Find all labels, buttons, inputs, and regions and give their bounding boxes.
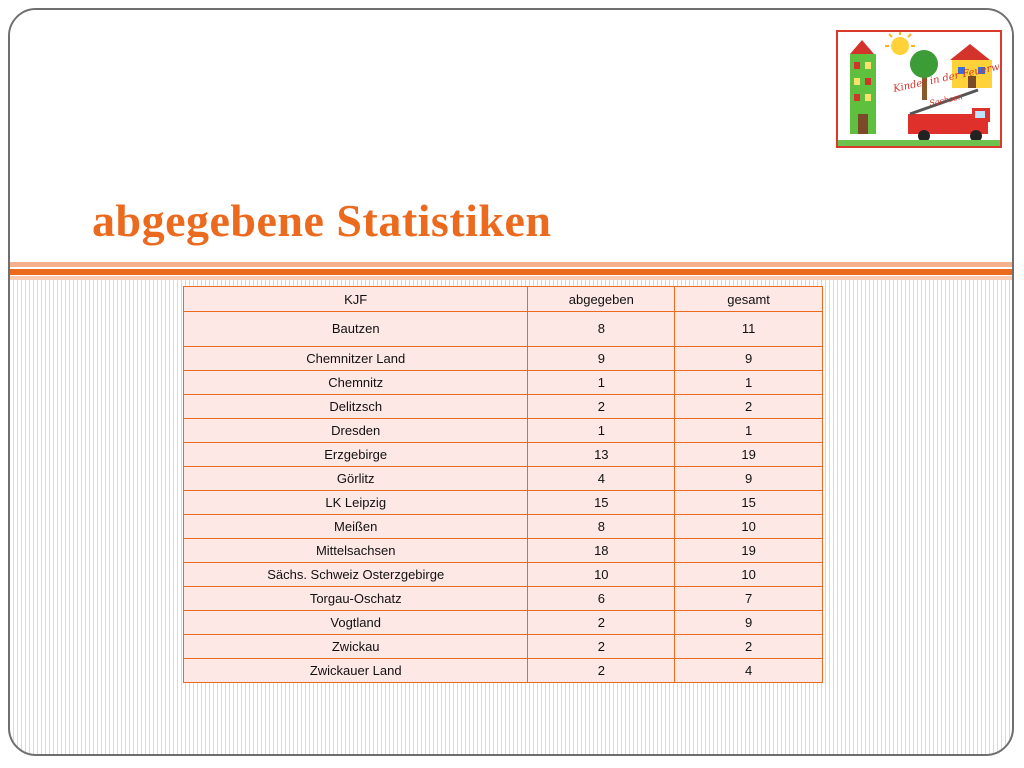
- cell-gesamt: 10: [674, 562, 823, 587]
- cell-gesamt: 2: [674, 634, 823, 659]
- cell-kjf: Zwickau: [182, 634, 529, 659]
- cell-kjf: Chemnitz: [182, 370, 529, 395]
- cell-abgegeben: 8: [527, 311, 676, 347]
- cell-gesamt: 9: [674, 466, 823, 491]
- table-row: Zwickauer Land 2 4: [182, 658, 823, 683]
- table-row: LK Leipzig 15 15: [182, 490, 823, 515]
- cell-kjf: Vogtland: [182, 610, 529, 635]
- table-row: Dresden 1 1: [182, 418, 823, 443]
- cell-abgegeben: 13: [527, 442, 676, 467]
- cell-kjf: Bautzen: [182, 311, 529, 347]
- cell-kjf: Zwickauer Land: [182, 658, 529, 683]
- table-row: Erzgebirge 13 19: [182, 442, 823, 467]
- cell-gesamt: 19: [674, 442, 823, 467]
- cell-abgegeben: 2: [527, 394, 676, 419]
- cell-gesamt: 1: [674, 370, 823, 395]
- cell-abgegeben: 10: [527, 562, 676, 587]
- cell-kjf: Erzgebirge: [182, 442, 529, 467]
- cell-kjf: Torgau-Oschatz: [182, 586, 529, 611]
- table-row: Bautzen 8 11: [182, 311, 823, 347]
- cell-gesamt: 9: [674, 610, 823, 635]
- cell-gesamt: 2: [674, 394, 823, 419]
- header-abgegeben: abgegeben: [527, 286, 676, 312]
- cell-abgegeben: 2: [527, 610, 676, 635]
- cell-abgegeben: 1: [527, 370, 676, 395]
- table-row: Vogtland 2 9: [182, 610, 823, 635]
- cell-abgegeben: 6: [527, 586, 676, 611]
- header-gesamt: gesamt: [674, 286, 823, 312]
- table-row: Sächs. Schweiz Osterzgebirge 10 10: [182, 562, 823, 587]
- cell-gesamt: 1: [674, 418, 823, 443]
- cell-gesamt: 11: [674, 311, 823, 347]
- table-row: Chemnitz 1 1: [182, 370, 823, 395]
- slide-title: abgegebene Statistiken: [92, 195, 552, 246]
- table-row: Zwickau 2 2: [182, 634, 823, 659]
- cell-abgegeben: 1: [527, 418, 676, 443]
- logo-subtext: Sachsen: [929, 92, 964, 108]
- statistics-table: KJF abgegeben gesamt Bautzen 8 11 Chemni…: [182, 286, 823, 683]
- cell-abgegeben: 2: [527, 634, 676, 659]
- cell-gesamt: 9: [674, 346, 823, 371]
- table-header-row: KJF abgegeben gesamt: [182, 286, 823, 312]
- kinder-feuerwehr-logo: Kinder in der Feuerwehr Sachsen: [836, 30, 1002, 148]
- table-row: Meißen 8 10: [182, 514, 823, 539]
- cell-abgegeben: 2: [527, 658, 676, 683]
- cell-abgegeben: 9: [527, 346, 676, 371]
- table-row: Delitzsch 2 2: [182, 394, 823, 419]
- cell-gesamt: 7: [674, 586, 823, 611]
- sun-icon: [891, 37, 909, 55]
- cell-abgegeben: 4: [527, 466, 676, 491]
- table-row: Mittelsachsen 18 19: [182, 538, 823, 563]
- cell-gesamt: 15: [674, 490, 823, 515]
- cell-kjf: Sächs. Schweiz Osterzgebirge: [182, 562, 529, 587]
- yellow-house-icon: [950, 44, 992, 88]
- cell-abgegeben: 18: [527, 538, 676, 563]
- cell-kjf: Dresden: [182, 418, 529, 443]
- table-row: Chemnitzer Land 9 9: [182, 346, 823, 371]
- cell-kjf: Delitzsch: [182, 394, 529, 419]
- logo-drawing-icon: Kinder in der Feuerwehr Sachsen: [838, 32, 1000, 146]
- cell-abgegeben: 8: [527, 514, 676, 539]
- cell-kjf: LK Leipzig: [182, 490, 529, 515]
- tree-icon: [910, 50, 938, 100]
- title-divider-band: [10, 262, 1012, 280]
- cell-kjf: Mittelsachsen: [182, 538, 529, 563]
- cell-gesamt: 10: [674, 514, 823, 539]
- table-row: Görlitz 4 9: [182, 466, 823, 491]
- green-house-icon: [850, 40, 876, 134]
- fire-truck-icon: [908, 88, 990, 142]
- cell-kjf: Meißen: [182, 514, 529, 539]
- cell-abgegeben: 15: [527, 490, 676, 515]
- cell-gesamt: 19: [674, 538, 823, 563]
- cell-gesamt: 4: [674, 658, 823, 683]
- cell-kjf: Chemnitzer Land: [182, 346, 529, 371]
- cell-kjf: Görlitz: [182, 466, 529, 491]
- header-kjf: KJF: [182, 286, 529, 312]
- table-row: Torgau-Oschatz 6 7: [182, 586, 823, 611]
